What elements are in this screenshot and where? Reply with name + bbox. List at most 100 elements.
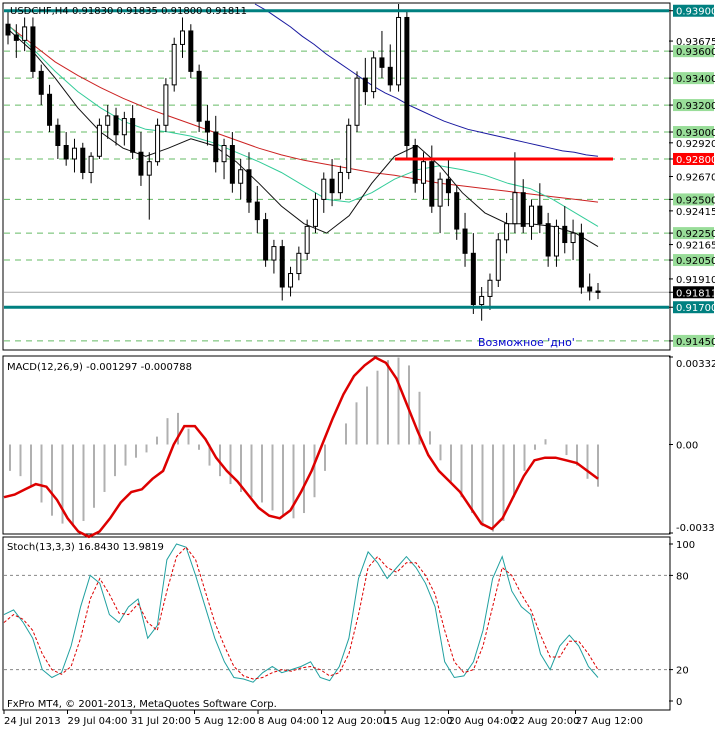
price-levels [4,9,669,309]
price-tick-label: 0.91700 [676,303,715,314]
time-tick-label: 15 Aug 12:00 [385,716,452,727]
bottom-annotation: Возможное 'дно' [478,336,575,349]
candle-body [71,147,77,160]
candle-body [537,205,543,225]
stoch-tick-label: 80 [676,571,689,582]
candle-body [371,57,377,93]
candle-body [312,198,318,227]
candle-body [22,26,28,41]
copyright-text: FxPro MT4, © 2001-2013, MetaQuotes Softw… [7,699,277,710]
candle-body [105,115,111,126]
macd-histogram [9,357,599,532]
time-tick-label: 29 Jul 04:00 [68,716,128,727]
candle-body [55,124,61,147]
sma-slow-line [254,3,599,157]
candle-body [337,171,343,194]
stoch-tick-label: 100 [676,540,695,551]
stoch-pane [2,536,671,711]
candle-body [512,192,518,225]
macd-tick-label: 0.00 [676,441,698,452]
candle-body [529,205,535,227]
candle-body [88,155,94,173]
stoch-k-line [3,543,599,683]
price-tick-label: 0.93400 [676,74,715,85]
candle-body [479,295,485,306]
candle-body [304,225,310,254]
candle-body [495,239,501,281]
price-label-box [673,45,714,58]
candle-body [13,34,19,41]
candle-body [462,228,468,254]
price-tick-label: 0.92250 [676,229,715,240]
candle-body [38,70,44,95]
macd-signal-line [3,356,599,539]
price-tick-label: 0.92500 [676,195,715,206]
candle-body [146,161,152,176]
candle-body [437,178,443,207]
macd-tick-label: -0.003357 [676,523,715,534]
candle-body [362,77,368,93]
candle-body [30,26,36,72]
price-tick-label: 0.92670 [676,173,715,184]
symbol-title: USDCHF,H4 [10,6,69,17]
candle-body [47,93,53,126]
candle-body [570,232,576,244]
candle-body [288,273,294,288]
price-tick-label: 0.92415 [676,207,715,218]
time-tick-label: 22 Aug 20:00 [512,716,579,727]
candle-body [520,192,526,227]
candle-body [379,57,385,68]
candle-body [279,246,285,288]
stoch-title: Stoch(13,3,3) 16.8430 13.9819 [7,542,164,553]
candle-body [113,115,119,136]
sma-mid-line [9,26,599,203]
candle-body [180,30,186,45]
candle-body [229,145,235,184]
time-tick-label: 20 Aug 04:00 [449,716,516,727]
time-tick-label: 31 Jul 20:00 [131,716,191,727]
stoch-d-line [3,546,599,680]
candle-body [254,201,260,221]
stoch-tick-label: 20 [676,666,689,677]
price-label-box [673,301,714,314]
candle-body [504,223,510,241]
macd-pane [2,355,671,535]
candle-body [155,124,161,163]
price-label-box [673,193,714,206]
candle-body [595,290,601,293]
candle-body [562,225,568,244]
candle-body [63,145,69,160]
time-tick-label: 24 Jul 2013 [4,716,61,727]
candle-body [196,70,202,122]
candle-body [188,30,194,72]
price-label-box [673,334,714,347]
price-tick-label: 0.93200 [676,101,715,112]
time-tick-label: 27 Aug 12:00 [576,716,643,727]
candle-body [130,118,136,153]
candle-body [329,178,335,194]
candle-body [321,178,327,200]
stoch-axis: 100 80 20 0 [669,540,695,708]
macd-signal [3,356,599,539]
price-tick-label: 0.93675 [676,37,715,48]
stoch-tick-label: 0 [676,697,682,708]
price-tick-label: 0.93900 [676,7,715,18]
candle-body [396,16,402,86]
price-tick-label: 0.92920 [676,139,715,150]
price-label-box [673,72,714,85]
price-tick-label: 0.91811 [676,288,715,299]
candle-body [246,169,252,203]
candles [5,4,601,321]
price-pane [2,2,671,351]
candle-body [578,232,584,288]
price-tick-label: 0.91910 [676,275,715,286]
candle-body [171,43,177,86]
stoch-lines [3,543,599,683]
price-tick-label: 0.92165 [676,241,715,252]
price-label-box [673,126,714,139]
candle-body [545,223,551,257]
candle-body [354,77,360,126]
price-label-box [673,227,714,240]
